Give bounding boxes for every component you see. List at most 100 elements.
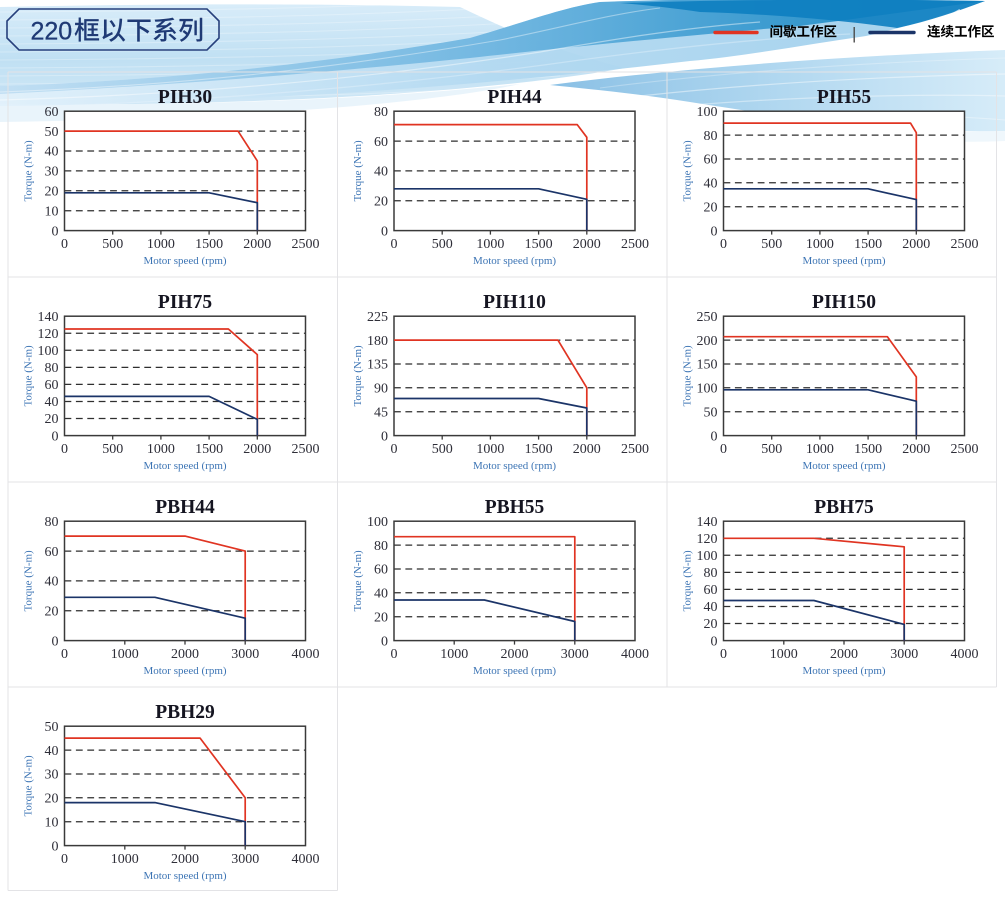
svg-text:80: 80 [45, 515, 59, 530]
svg-text:40: 40 [45, 145, 59, 160]
svg-text:225: 225 [367, 310, 388, 325]
svg-text:20: 20 [45, 792, 59, 807]
svg-text:2000: 2000 [573, 442, 601, 457]
svg-text:90: 90 [374, 382, 388, 397]
svg-text:120: 120 [697, 532, 718, 547]
svg-text:0: 0 [711, 429, 718, 444]
svg-text:0: 0 [711, 224, 718, 239]
svg-text:80: 80 [45, 361, 59, 376]
svg-text:0: 0 [391, 237, 398, 252]
svg-text:40: 40 [45, 575, 59, 590]
svg-text:2000: 2000 [501, 647, 529, 662]
svg-text:Motor speed (rpm): Motor speed (rpm) [802, 460, 885, 472]
svg-text:1500: 1500 [854, 237, 882, 252]
svg-text:2500: 2500 [292, 442, 320, 457]
svg-text:2500: 2500 [951, 237, 979, 252]
svg-text:60: 60 [374, 563, 388, 578]
svg-text:30: 30 [45, 768, 59, 783]
svg-text:2500: 2500 [292, 237, 320, 252]
svg-text:500: 500 [432, 442, 453, 457]
svg-text:50: 50 [704, 405, 718, 420]
svg-text:0: 0 [61, 852, 68, 867]
svg-text:Torque (N-m): Torque (N-m) [352, 140, 364, 202]
svg-text:Motor speed (rpm): Motor speed (rpm) [143, 460, 226, 472]
svg-text:30: 30 [45, 165, 59, 180]
svg-text:40: 40 [45, 744, 59, 759]
svg-text:PIH30: PIH30 [158, 87, 212, 108]
svg-text:45: 45 [374, 405, 388, 420]
svg-text:100: 100 [367, 515, 388, 530]
svg-text:1000: 1000 [476, 237, 504, 252]
svg-text:PIH44: PIH44 [487, 87, 541, 108]
svg-text:20: 20 [45, 412, 59, 427]
svg-text:4000: 4000 [951, 647, 979, 662]
svg-text:4000: 4000 [292, 852, 320, 867]
svg-text:0: 0 [52, 224, 59, 239]
svg-text:PIH150: PIH150 [812, 292, 876, 313]
svg-text:2000: 2000 [902, 237, 930, 252]
svg-text:20: 20 [45, 605, 59, 620]
svg-text:1500: 1500 [195, 442, 223, 457]
svg-text:PBH75: PBH75 [814, 497, 874, 518]
svg-text:|: | [852, 24, 856, 43]
svg-text:100: 100 [697, 105, 718, 120]
svg-text:Motor speed (rpm): Motor speed (rpm) [802, 665, 885, 677]
svg-text:150: 150 [697, 358, 718, 373]
svg-text:0: 0 [720, 647, 727, 662]
svg-text:0: 0 [381, 634, 388, 649]
svg-text:40: 40 [374, 587, 388, 602]
svg-text:200: 200 [697, 334, 718, 349]
svg-text:50: 50 [45, 720, 59, 735]
svg-text:Torque (N-m): Torque (N-m) [682, 345, 694, 407]
svg-text:40: 40 [45, 395, 59, 410]
svg-text:50: 50 [45, 125, 59, 140]
svg-text:4000: 4000 [621, 647, 649, 662]
svg-text:100: 100 [38, 344, 59, 359]
svg-text:40: 40 [704, 177, 718, 192]
svg-text:140: 140 [38, 310, 59, 325]
svg-text:220: 220 [31, 18, 73, 46]
svg-text:2000: 2000 [573, 237, 601, 252]
svg-text:60: 60 [374, 135, 388, 150]
svg-text:0: 0 [61, 647, 68, 662]
svg-text:Torque (N-m): Torque (N-m) [352, 345, 364, 407]
svg-text:2000: 2000 [243, 237, 271, 252]
svg-text:PBH29: PBH29 [155, 702, 215, 723]
svg-text:Torque (N-m): Torque (N-m) [682, 140, 694, 202]
svg-text:0: 0 [52, 634, 59, 649]
svg-text:20: 20 [704, 200, 718, 215]
svg-text:60: 60 [704, 583, 718, 598]
svg-text:40: 40 [704, 600, 718, 615]
svg-text:Motor speed (rpm): Motor speed (rpm) [143, 870, 226, 882]
svg-text:60: 60 [704, 153, 718, 168]
svg-text:20: 20 [704, 617, 718, 632]
svg-text:Motor speed (rpm): Motor speed (rpm) [473, 665, 556, 677]
svg-text:Motor speed (rpm): Motor speed (rpm) [473, 255, 556, 267]
svg-text:1000: 1000 [476, 442, 504, 457]
svg-text:PIH55: PIH55 [817, 87, 871, 108]
svg-text:3000: 3000 [561, 647, 589, 662]
svg-text:0: 0 [52, 839, 59, 854]
svg-text:2500: 2500 [621, 442, 649, 457]
svg-text:1000: 1000 [147, 237, 175, 252]
svg-text:1000: 1000 [806, 237, 834, 252]
svg-text:PIH75: PIH75 [158, 292, 212, 313]
svg-text:140: 140 [697, 515, 718, 530]
svg-text:500: 500 [761, 442, 782, 457]
svg-text:1000: 1000 [440, 647, 468, 662]
svg-text:1000: 1000 [770, 647, 798, 662]
svg-text:0: 0 [61, 442, 68, 457]
svg-text:1000: 1000 [111, 852, 139, 867]
svg-text:80: 80 [374, 539, 388, 554]
svg-text:0: 0 [52, 429, 59, 444]
svg-text:3000: 3000 [231, 852, 259, 867]
svg-text:Torque (N-m): Torque (N-m) [23, 755, 35, 817]
svg-text:PBH44: PBH44 [155, 497, 215, 518]
svg-text:100: 100 [697, 382, 718, 397]
svg-text:Torque (N-m): Torque (N-m) [23, 140, 35, 202]
svg-text:Motor speed (rpm): Motor speed (rpm) [802, 255, 885, 267]
svg-text:500: 500 [102, 237, 123, 252]
svg-text:1000: 1000 [147, 442, 175, 457]
svg-text:100: 100 [697, 549, 718, 564]
svg-text:80: 80 [704, 129, 718, 144]
